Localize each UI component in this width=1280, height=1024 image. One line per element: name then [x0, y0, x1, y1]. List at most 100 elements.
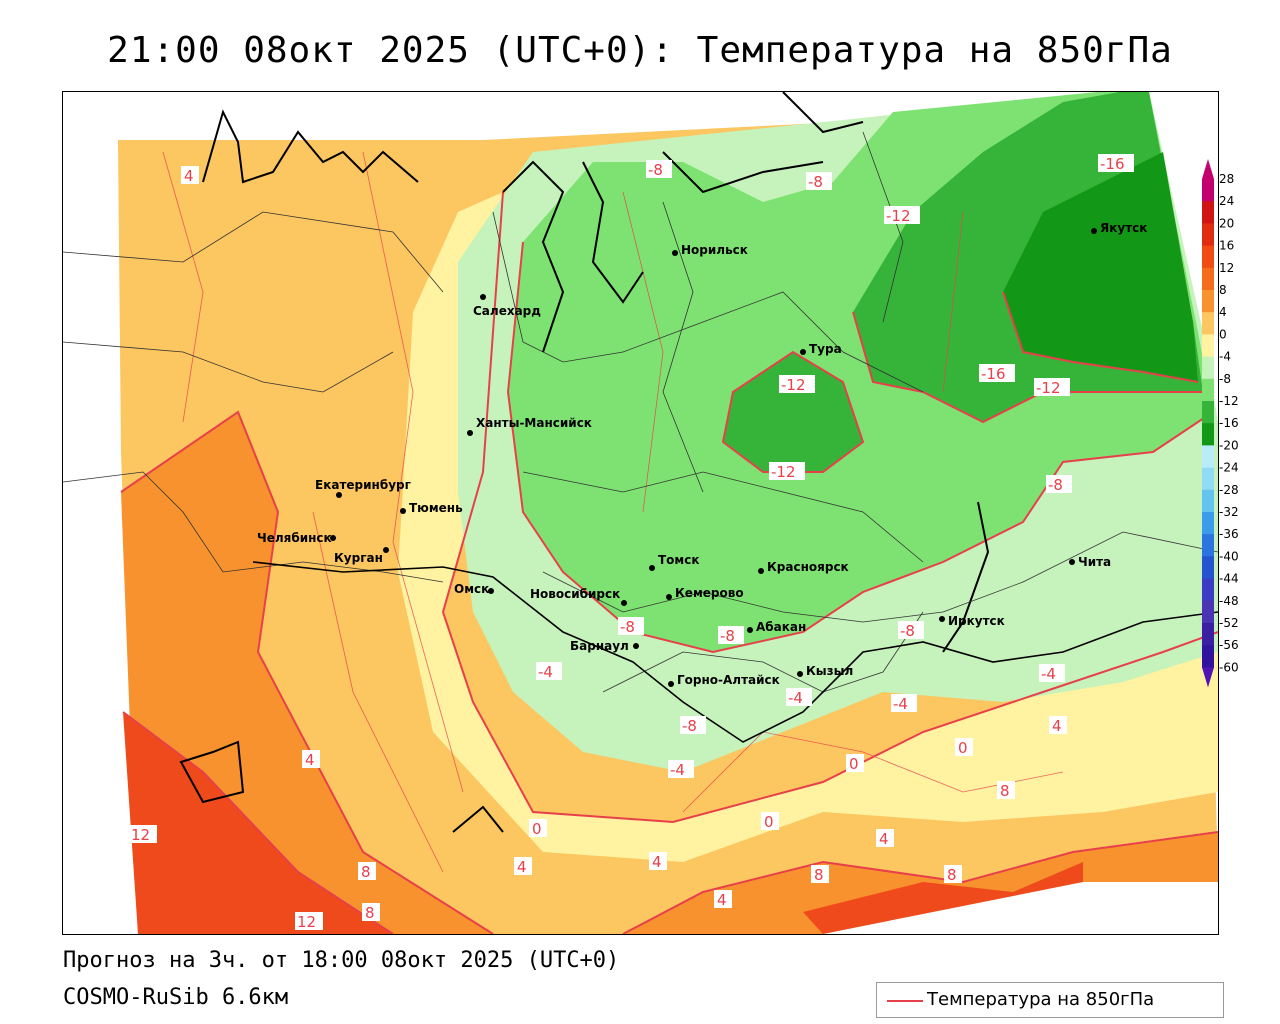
colorbar-tick-label: 28: [1219, 172, 1234, 186]
svg-text:Томск: Томск: [658, 553, 700, 567]
page-title: 21:00 08окт 2025 (UTC+0): Температура на…: [107, 30, 1173, 71]
legend-line-sample: [887, 1000, 923, 1002]
city-abakan: Абакан: [747, 620, 806, 634]
colorbar-swatch: [1202, 445, 1214, 469]
city-tomsk: Томск: [649, 553, 700, 571]
colorbar-tick-label: 0: [1219, 327, 1227, 341]
svg-text:-4: -4: [1041, 665, 1056, 683]
iso-label: -4: [536, 662, 562, 681]
colorbar-tick-label: -12: [1219, 394, 1239, 408]
iso-label: -8: [1046, 475, 1072, 494]
iso-label: 12: [295, 912, 323, 931]
svg-text:0: 0: [849, 755, 859, 773]
svg-text:Новосибирск: Новосибирск: [530, 587, 620, 601]
svg-text:8: 8: [361, 863, 371, 881]
colorbar-swatch: [1202, 401, 1214, 424]
svg-text:Ханты-Мансийск: Ханты-Мансийск: [476, 416, 592, 430]
svg-text:-4: -4: [538, 663, 553, 681]
colorbar-swatch: [1202, 267, 1214, 291]
band-very-cold-central: [723, 352, 863, 472]
state-border: [252, 561, 1218, 743]
iso-label: 8: [997, 781, 1015, 800]
iso-label: 0: [846, 754, 864, 773]
iso-label: -8: [898, 621, 924, 640]
svg-text:Красноярск: Красноярск: [767, 560, 849, 574]
iso-label: 4: [649, 852, 667, 871]
iso-label: 8: [358, 862, 376, 881]
svg-text:-16: -16: [981, 365, 1006, 383]
colorbar-tick-label: -16: [1219, 416, 1239, 430]
iso-label: 8: [944, 865, 962, 884]
svg-text:0: 0: [532, 820, 542, 838]
iso-label: -16: [979, 364, 1015, 383]
isotherm-labels: 4 -8 -8 -12 -16 -12 -16 -12 -12 -8 -8 -8…: [129, 154, 1134, 931]
iso-label: 4: [514, 857, 532, 876]
svg-text:-12: -12: [1036, 379, 1061, 397]
colorbar-swatch: [1202, 378, 1214, 402]
svg-text:Салехард: Салехард: [473, 304, 541, 318]
iso-label: 4: [876, 829, 894, 848]
temperature-bands: [118, 92, 1218, 934]
colorbar-tick-label: 24: [1219, 194, 1234, 208]
city-chita: Чита: [1069, 555, 1111, 569]
city-norilsk: Норильск: [672, 243, 748, 257]
colorbar-tick-label: -44: [1219, 572, 1239, 586]
svg-text:4: 4: [184, 167, 194, 185]
svg-text:Горно-Алтайск: Горно-Алтайск: [677, 673, 780, 687]
svg-text:-8: -8: [620, 618, 635, 636]
iso-label: 4: [302, 750, 320, 769]
svg-text:8: 8: [1000, 782, 1010, 800]
svg-text:Кемерово: Кемерово: [675, 586, 744, 600]
colorbar-tick-label: -60: [1219, 660, 1239, 674]
colorbar-tick-label: 20: [1219, 216, 1234, 230]
iso-label: 4: [1049, 716, 1067, 735]
svg-text:4: 4: [1052, 717, 1062, 735]
colorbar-top-arrow: [1202, 159, 1214, 179]
legend: Температура на 850гПа: [876, 982, 1224, 1018]
iso-label: -12: [884, 206, 920, 225]
colorbar-swatch: [1202, 578, 1214, 602]
svg-text:Абакан: Абакан: [756, 620, 806, 634]
svg-text:-12: -12: [886, 207, 911, 225]
city-irkutsk: Иркутск: [939, 614, 1005, 628]
svg-text:8: 8: [365, 904, 375, 922]
svg-text:-4: -4: [893, 695, 908, 713]
city-kemerovo: Кемерово: [666, 586, 744, 600]
colorbar-tick-label: -32: [1219, 505, 1239, 519]
coastline: [179, 92, 990, 833]
city-barnaul: Барнаул: [570, 639, 639, 653]
svg-text:-8: -8: [720, 627, 735, 645]
svg-text:-4: -4: [788, 689, 803, 707]
svg-text:4: 4: [305, 751, 315, 769]
city-khanty-mansiysk: Ханты-Мансийск: [467, 416, 592, 436]
model-name: COSMO-RuSib 6.6км: [63, 985, 289, 1010]
svg-text:12: 12: [297, 913, 316, 931]
colorbar-tick-label: -56: [1219, 638, 1239, 652]
isotherm-thin-lines: [162, 151, 1064, 873]
colorbar-tick-label: -8: [1219, 372, 1231, 386]
colorbar-swatches: [1202, 159, 1214, 688]
colorbar-tick-label: -28: [1219, 483, 1239, 497]
colorbar-swatch: [1202, 556, 1214, 580]
colorbar-tick-label: 16: [1219, 239, 1234, 253]
iso-label: -12: [769, 462, 805, 481]
colorbar-swatch: [1202, 467, 1214, 491]
colorbar-swatch: [1202, 423, 1214, 446]
city-chelyabinsk: Челябинск: [257, 531, 336, 545]
colorbar-tick-label: -20: [1219, 438, 1239, 452]
band-very-warm: [123, 712, 393, 934]
iso-label: -4: [1039, 664, 1065, 683]
colorbar-tick-label: -52: [1219, 616, 1239, 630]
colorbar-swatch: [1202, 223, 1214, 247]
svg-text:8: 8: [814, 866, 824, 884]
iso-label: 4: [181, 166, 199, 185]
svg-text:-16: -16: [1100, 155, 1125, 173]
colorbar-tick-label: 8: [1219, 283, 1227, 297]
svg-text:4: 4: [717, 891, 727, 909]
iso-label: -8: [646, 160, 672, 179]
iso-label: -4: [786, 688, 812, 707]
colorbar-tick-label: -24: [1219, 461, 1239, 475]
svg-text:Барнаул: Барнаул: [570, 639, 629, 653]
colorbar-swatch: [1202, 245, 1214, 269]
iso-label: 0: [955, 738, 973, 757]
